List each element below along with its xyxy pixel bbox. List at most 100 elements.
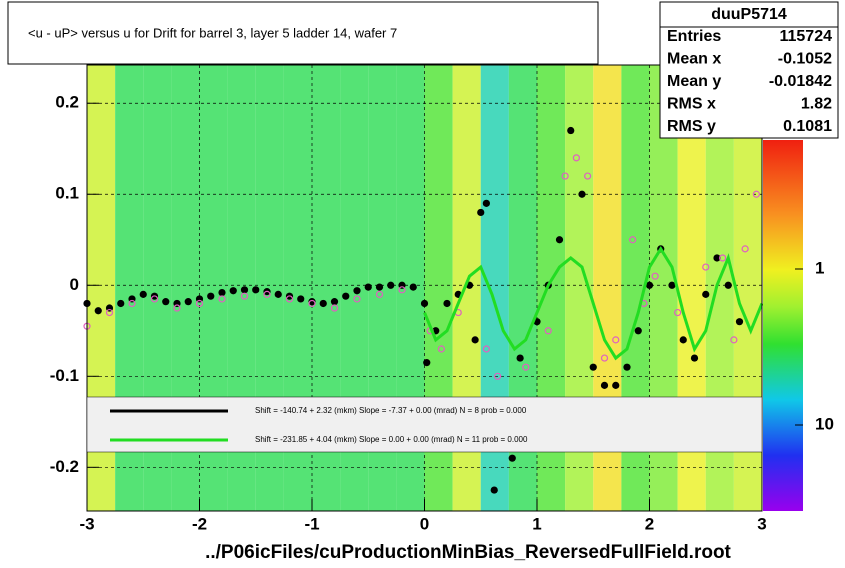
x-tick-label: 2 <box>645 514 654 533</box>
y-tick-label: -0.1 <box>50 366 79 385</box>
profile-point <box>218 288 226 297</box>
y-tick-label: 0.2 <box>55 93 79 112</box>
profile-point <box>308 299 316 308</box>
profile-point <box>240 286 249 294</box>
profile-point <box>584 172 592 180</box>
profile-point <box>139 290 147 298</box>
profile-point <box>668 281 676 289</box>
chart-title: <u - uP> versus u for Drift for barrel 3… <box>28 25 397 40</box>
profile-point <box>561 172 569 180</box>
legend-label: Shift = -140.74 + 2.32 (mkm) Slope = -7.… <box>255 406 527 415</box>
stats-label: RMS y <box>667 118 716 135</box>
x-tick-label: -2 <box>192 514 207 533</box>
color-tick-label: 1 <box>815 258 824 277</box>
profile-point <box>173 304 181 312</box>
profile-point <box>423 359 431 367</box>
profile-point <box>589 363 597 371</box>
profile-point <box>263 290 271 298</box>
profile-point <box>508 454 516 462</box>
profile-point <box>229 287 237 295</box>
profile-point <box>578 190 586 198</box>
stats-value: 115724 <box>779 28 832 45</box>
profile-point <box>184 298 192 306</box>
profile-point <box>494 372 502 380</box>
profile-point <box>218 295 226 303</box>
profile-point <box>353 287 361 295</box>
profile-point <box>522 363 530 371</box>
profile-point <box>702 290 710 298</box>
profile-point <box>308 298 316 306</box>
profile-point <box>150 295 159 303</box>
x-tick-label: -3 <box>79 514 94 533</box>
profile-point <box>544 327 552 335</box>
profile-point <box>690 354 699 362</box>
profile-point <box>702 263 710 271</box>
profile-point <box>651 272 659 280</box>
profile-point <box>330 304 339 312</box>
profile-point <box>567 126 575 135</box>
stats-value: 1.82 <box>801 96 832 113</box>
profile-point <box>471 336 479 344</box>
profile-point <box>752 190 760 198</box>
profile-point <box>128 299 136 308</box>
profile-point <box>387 281 395 289</box>
axes: -0.2 -0.1 0 0.1 0.2 -3 -2 -1 0 1 2 3 <box>50 93 767 534</box>
profile-point <box>629 236 637 244</box>
profile-point <box>490 486 498 494</box>
profile-point <box>420 299 429 308</box>
profile-point <box>330 298 339 306</box>
profile-point <box>375 283 384 291</box>
legend-box <box>86 396 763 453</box>
stats-value: 0.1081 <box>783 118 832 135</box>
color-bar <box>763 140 803 511</box>
profile-point <box>679 336 687 344</box>
stats-label: Mean y <box>667 73 721 90</box>
profile-point <box>364 283 372 291</box>
profile-point <box>342 292 350 300</box>
profile-point <box>297 295 305 303</box>
profile-point <box>645 281 654 289</box>
stats-box <box>659 1 839 139</box>
profile-point <box>600 381 609 389</box>
profile-point <box>443 299 451 308</box>
profile-point <box>195 299 204 308</box>
profile-point <box>555 236 564 244</box>
profile-point <box>162 298 170 306</box>
stats-label: RMS x <box>667 96 716 113</box>
profile-point <box>252 286 260 294</box>
profile-point <box>482 199 490 207</box>
stats-label: Entries <box>667 28 721 45</box>
profile-point <box>612 336 620 344</box>
profile-point <box>285 295 294 303</box>
profile-point <box>634 327 642 335</box>
x-tick-label: 3 <box>757 514 766 533</box>
profile-point <box>437 345 445 353</box>
x-axis-label: ../P06icFiles/cuProductionMinBias_Revers… <box>205 542 731 563</box>
profile-point <box>724 281 732 289</box>
profile-point <box>207 292 215 300</box>
profile-point <box>105 308 114 317</box>
profile-point <box>274 290 282 298</box>
profile-point <box>572 154 580 162</box>
profile-point <box>623 363 631 371</box>
y-tick-label: 0 <box>70 275 79 294</box>
legend-label: Shift = -231.85 + 4.04 (mkm) Slope = 0.0… <box>255 435 528 444</box>
y-tick-label: -0.2 <box>50 457 79 476</box>
x-tick-label: 0 <box>420 514 429 533</box>
legend: Shift = -140.74 + 2.32 (mkm) Slope = -7.… <box>110 406 528 444</box>
title-box <box>7 1 599 65</box>
color-tick-label: 10 <box>815 414 834 433</box>
x-tick-label: -1 <box>304 514 319 533</box>
profile-point <box>477 208 485 217</box>
stats-title: duuP5714 <box>711 6 787 23</box>
profile-point <box>600 354 609 362</box>
profile-point <box>409 283 417 291</box>
stats-label: Mean x <box>667 51 721 68</box>
stats-value: -0.01842 <box>769 73 832 90</box>
color-axis: 1 10 <box>795 258 834 433</box>
profile-point <box>375 290 384 298</box>
profile-point <box>398 286 406 294</box>
profile-point <box>719 254 727 262</box>
profile-point <box>482 345 490 353</box>
